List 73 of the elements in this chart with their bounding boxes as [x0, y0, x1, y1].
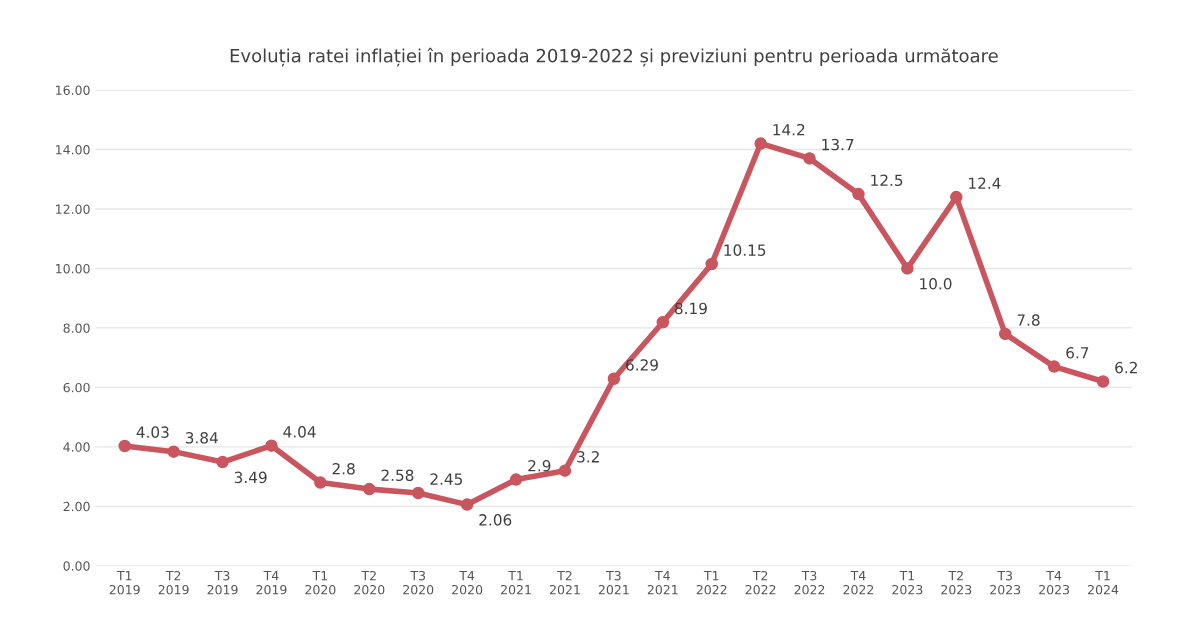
y-tick-label: 4.00	[63, 442, 90, 452]
data-label: 4.04	[283, 426, 316, 438]
data-label: 14.2	[773, 123, 805, 136]
x-tick-label: T1 2024	[1088, 571, 1119, 595]
data-label: 3.2	[577, 451, 599, 463]
data-label: 2.58	[381, 469, 414, 482]
point	[167, 445, 180, 458]
x-tick-label: T3 2023	[990, 570, 1021, 595]
y-tick-label: 10.00	[56, 263, 90, 274]
point	[901, 262, 914, 275]
data-label: 12.5	[871, 174, 903, 187]
point	[314, 476, 327, 489]
point	[363, 482, 376, 496]
y-tick-label: 8.00	[63, 323, 90, 333]
chart-title: Evoluția ratei inflației în perioada 2019-2022 și previziuni pentru perioada următoare	[230, 47, 998, 67]
x-tick-label: T4 2022	[843, 571, 874, 595]
point	[1096, 375, 1110, 388]
y-tick-label: 6.00	[63, 382, 90, 393]
data-label: 8.19	[674, 302, 707, 315]
y-tick-label: 14.00	[56, 144, 90, 155]
data-label: 7.8	[1017, 314, 1040, 326]
x-tick-label: T3 2022	[794, 570, 825, 595]
point	[411, 486, 425, 500]
data-label: 6.29	[626, 359, 658, 371]
x-tick-label: T1 2022	[696, 571, 727, 595]
data-label: 13.7	[822, 138, 854, 151]
x-tick-label: T4 2020	[452, 571, 483, 595]
data-label: 10.15	[724, 244, 766, 256]
x-tick-label: T1 2020	[305, 571, 336, 595]
x-tick-label: T2 2023	[941, 570, 972, 595]
data-label: 6.2	[1115, 361, 1137, 374]
point	[607, 372, 621, 386]
x-tick-label: T2 2019	[158, 570, 189, 595]
x-tick-label: T2 2020	[354, 570, 385, 595]
x-tick-label: T1 2023	[892, 571, 923, 595]
point	[460, 498, 474, 511]
point	[705, 257, 718, 271]
x-tick-label: T2 2022	[745, 570, 776, 595]
point	[803, 152, 816, 165]
point	[118, 439, 131, 453]
data-label: 3.84	[185, 432, 218, 444]
point	[558, 464, 572, 477]
data-label: 2.45	[430, 473, 463, 485]
point	[265, 439, 278, 452]
y-tick-label: 2.00	[63, 501, 90, 512]
point	[754, 137, 767, 150]
point	[216, 455, 229, 469]
x-tick-label: T4 2021	[647, 571, 678, 595]
y-tick-label: 16.00	[56, 85, 90, 95]
data-label: 2.8	[332, 462, 355, 475]
y-tick-label: 12.00	[56, 204, 90, 214]
point	[1047, 360, 1061, 373]
point	[950, 190, 963, 204]
x-tick-label: T2 2021	[549, 570, 580, 595]
point	[998, 327, 1012, 341]
x-tick-label: T1 2021	[501, 571, 531, 595]
x-tick-label: T3 2019	[207, 570, 238, 595]
point	[656, 316, 670, 329]
x-tick-label: T4 2023	[1039, 571, 1070, 595]
data-label: 12.4	[969, 177, 1001, 189]
x-tick-label: T3 2020	[403, 570, 434, 595]
point	[852, 187, 865, 201]
x-tick-label: T3 2021	[598, 570, 629, 595]
y-tick-label: 0.00	[63, 561, 90, 571]
point	[509, 473, 523, 486]
data-label: 6.7	[1066, 346, 1089, 359]
x-tick-label: T1 2019	[109, 571, 140, 595]
x-tick-label: T4 2019	[256, 571, 287, 595]
data-label: 4.03	[136, 426, 169, 438]
data-label: 10.0	[920, 278, 952, 290]
data-label: 2.9	[528, 459, 551, 472]
data-label: 2.06	[479, 514, 512, 526]
data-label: 3.49	[234, 471, 267, 484]
